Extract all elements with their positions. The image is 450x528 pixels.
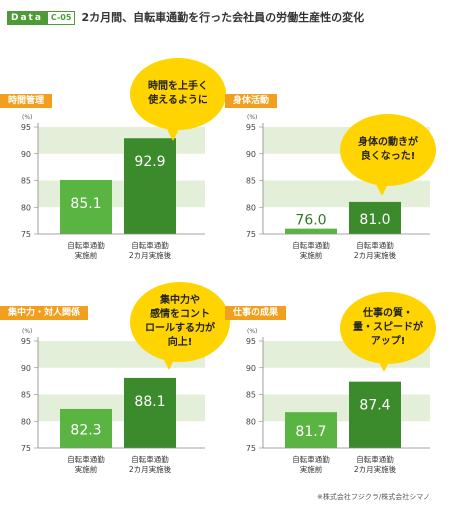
bar-after: [349, 201, 401, 234]
x-category-label: 自転車通勤: [67, 240, 105, 250]
x-category-label: 自転車通勤: [131, 240, 169, 250]
x-category-label: 自転車通勤: [292, 454, 330, 464]
chart-title: 身体活動: [225, 94, 278, 108]
chart-title: 仕事の成果: [225, 306, 287, 320]
data-tag-label: Data: [7, 11, 47, 25]
data-label: 81.0: [359, 212, 390, 228]
bar-after: [124, 138, 176, 234]
data-label: 88.1: [134, 394, 165, 410]
y-tick-label: 75: [246, 444, 256, 453]
callout-bubble: 時間を上手く 使えるように: [130, 58, 226, 130]
callout-bubble: 身体の動きが 良くなった!: [340, 114, 436, 186]
y-tick-label: 95: [246, 337, 256, 346]
bar-after: [124, 377, 176, 448]
y-tick-label: 75: [246, 230, 256, 239]
header: Data C-05 2カ月間、自転車通勤を行った会社員の労働生産性の変化: [7, 10, 364, 26]
chart-panel-concentration: 集中力・対人関係 (%) 75 80 85 90 95 82.3 自転車通勤 実施前 88.1 自転…: [0, 282, 230, 528]
y-tick-label: 80: [21, 203, 31, 212]
callout-tail: [377, 358, 391, 372]
y-tick-label: 85: [246, 177, 256, 186]
grid-band: [263, 180, 430, 208]
y-tick-label: 95: [246, 123, 256, 132]
data-label: 85.1: [70, 196, 101, 212]
x-category-label: 2カ月実施後: [354, 464, 397, 474]
x-category-label: 2カ月実施後: [129, 464, 172, 474]
y-tick-label: 80: [246, 203, 256, 212]
data-tag: Data C-05: [7, 11, 76, 25]
chart-panel-physical-activity: 身体活動 (%) 75 80 85 90 95 76.0 自転車通勤 実施前 81.0 自転車通勤 2…: [225, 84, 450, 314]
data-label: 92.9: [134, 154, 165, 170]
bar-before: [285, 228, 337, 234]
bar-before: [60, 408, 112, 448]
data-label: 82.3: [70, 422, 101, 438]
callout-tail: [375, 182, 389, 196]
chart-title: 時間管理: [0, 94, 53, 108]
y-unit-label: (%): [22, 328, 32, 335]
x-category-label: 自転車通勤: [356, 240, 394, 250]
y-tick-label: 75: [21, 444, 31, 453]
callout-tail: [162, 356, 176, 370]
y-unit-label: (%): [22, 114, 32, 121]
data-label: 76.0: [295, 213, 326, 229]
x-category-label: 自転車通勤: [292, 240, 330, 250]
x-category-label: 2カ月実施後: [129, 250, 172, 260]
y-tick-label: 90: [21, 364, 31, 373]
x-category-label: 実施前: [75, 250, 98, 260]
x-category-label: 自転車通勤: [356, 454, 394, 464]
data-tag-number: C-05: [46, 11, 76, 25]
data-label: 81.7: [295, 424, 326, 440]
y-tick-label: 90: [246, 364, 256, 373]
y-unit-label: (%): [247, 114, 257, 121]
y-tick-label: 95: [21, 337, 31, 346]
callout-tail: [166, 127, 180, 141]
y-tick-label: 90: [246, 150, 256, 159]
y-tick-label: 90: [21, 150, 31, 159]
x-category-label: 実施前: [300, 464, 323, 474]
y-tick-label: 80: [21, 417, 31, 426]
source-footnote: ※株式会社フジクラ/株式会社シマノ: [316, 493, 430, 501]
page-title: 2カ月間、自転車通勤を行った会社員の労働生産性の変化: [81, 11, 365, 24]
x-category-label: 実施前: [75, 464, 98, 474]
chart-panel-work-results: 仕事の成果 (%) 75 80 85 90 95 81.7 自転車通勤 実施前 87.4 自転車通勤…: [225, 292, 450, 528]
x-category-label: 2カ月実施後: [354, 250, 397, 260]
bar-before: [285, 412, 337, 448]
bar-after: [349, 381, 401, 448]
y-tick-label: 85: [21, 391, 31, 400]
x-category-label: 実施前: [300, 250, 323, 260]
y-tick-label: 80: [246, 417, 256, 426]
chart-panel-time-management: 時間管理 (%) 75 80 85 90 95 85.1 自転車通勤 実施前 92.9 自転車通勤 2…: [0, 58, 226, 314]
bar-before: [60, 179, 112, 234]
x-category-label: 自転車通勤: [131, 454, 169, 464]
y-tick-label: 85: [246, 391, 256, 400]
y-unit-label: (%): [247, 328, 257, 335]
y-tick-label: 95: [21, 123, 31, 132]
y-tick-label: 75: [21, 230, 31, 239]
chart-title: 集中力・対人関係: [0, 306, 89, 320]
data-label: 87.4: [359, 398, 390, 414]
callout-bubble: 仕事の質・ 量・スピードが アップ!: [340, 292, 436, 364]
callout-bubble: 集中力や 感情をコント ロールする力が 向上!: [130, 282, 230, 362]
y-tick-label: 85: [21, 177, 31, 186]
x-category-label: 自転車通勤: [67, 454, 105, 464]
